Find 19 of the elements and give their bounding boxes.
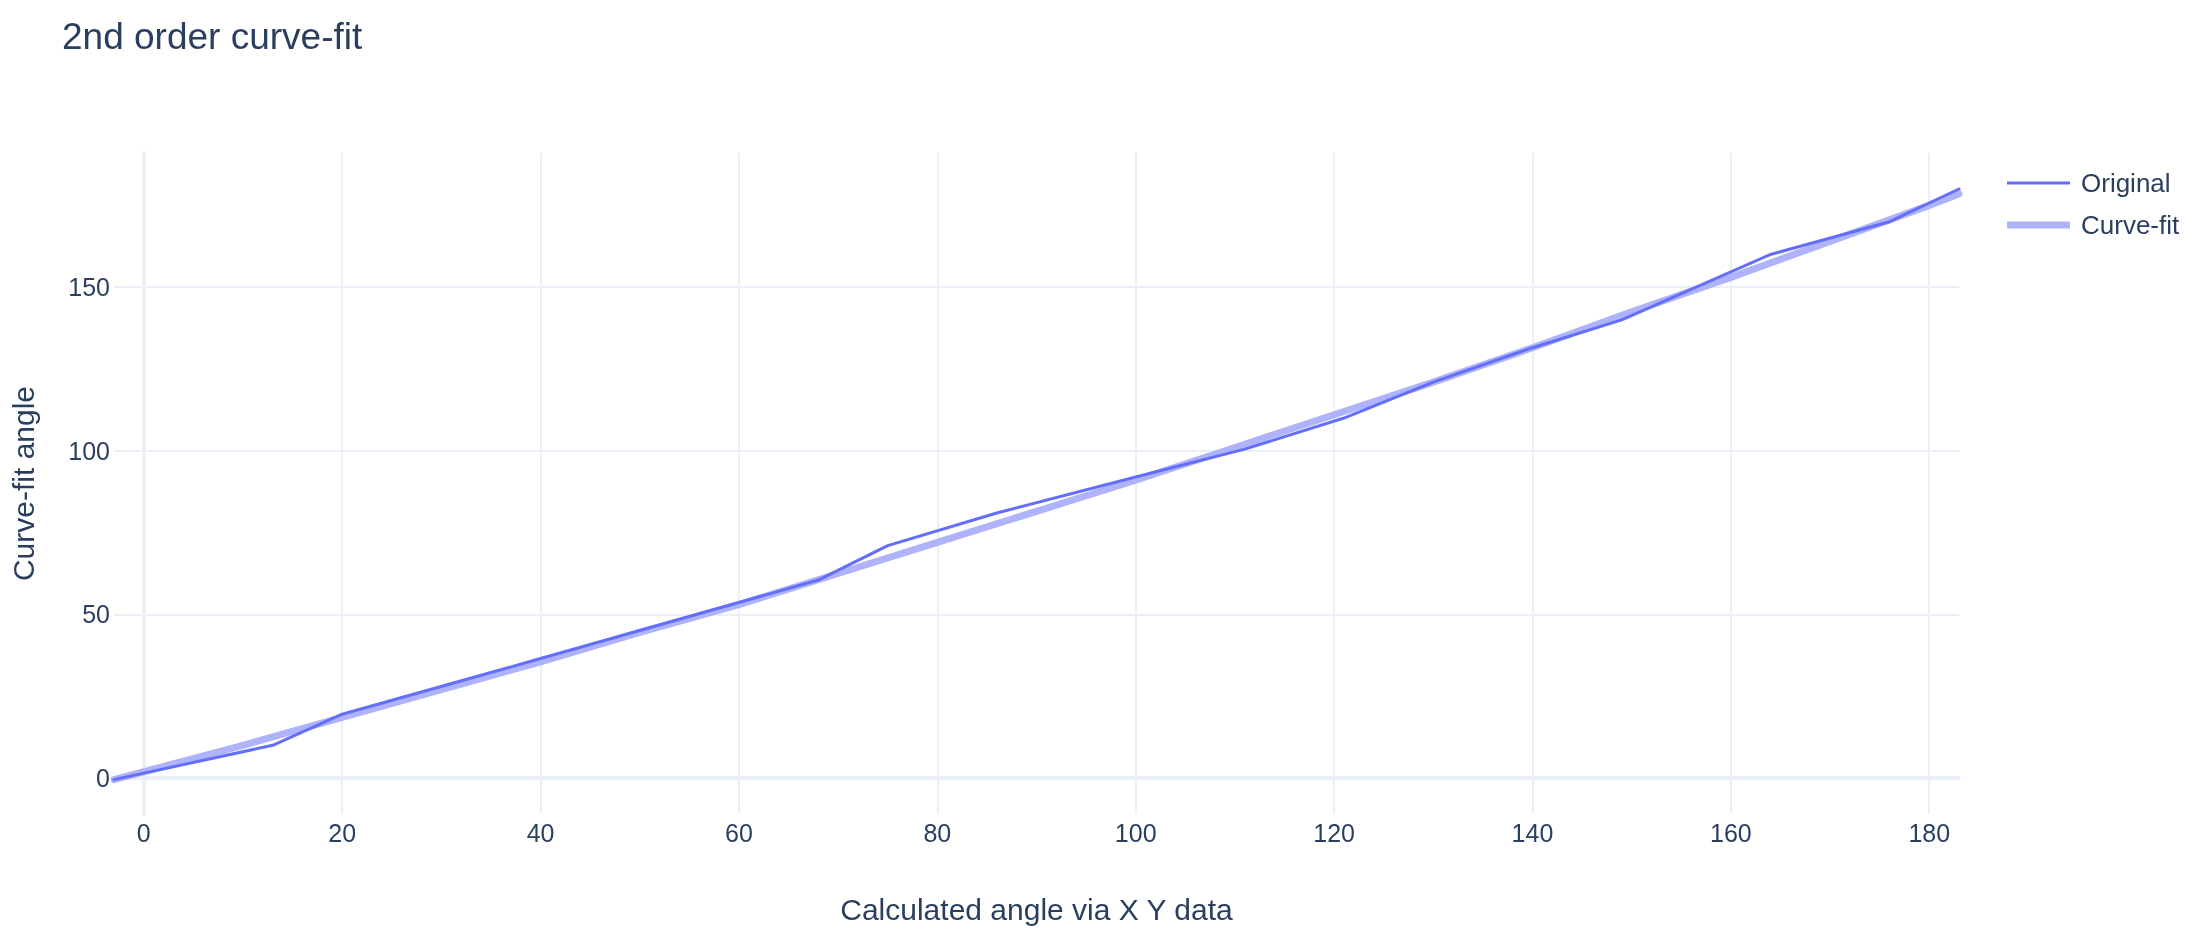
legend-label: Curve-fit xyxy=(2081,210,2181,240)
y-axis-title: Curve-fit angle xyxy=(6,385,40,582)
x-axis-title: Calculated angle via X Y data xyxy=(840,892,1234,926)
chart-title: 2nd order curve-fit xyxy=(62,16,363,57)
x-tick-label: 140 xyxy=(1511,818,1554,847)
x-tick-label: 20 xyxy=(328,818,357,847)
x-tick-label: 40 xyxy=(526,818,555,847)
y-tick-label: 50 xyxy=(82,600,110,629)
x-tick-label: 180 xyxy=(1908,818,1951,847)
x-tick-label: 160 xyxy=(1710,818,1752,847)
y-tick-label: 100 xyxy=(68,436,110,465)
y-tick-label: 0 xyxy=(96,764,110,793)
y-tick-label: 150 xyxy=(68,273,110,302)
x-tick-label: 0 xyxy=(136,818,151,847)
x-tick-label: 60 xyxy=(725,818,753,847)
x-tick-label: 120 xyxy=(1313,818,1355,847)
x-tick-label: 80 xyxy=(923,818,952,847)
legend-label: Original xyxy=(2081,168,2171,198)
x-tick-label: 100 xyxy=(1114,818,1157,847)
